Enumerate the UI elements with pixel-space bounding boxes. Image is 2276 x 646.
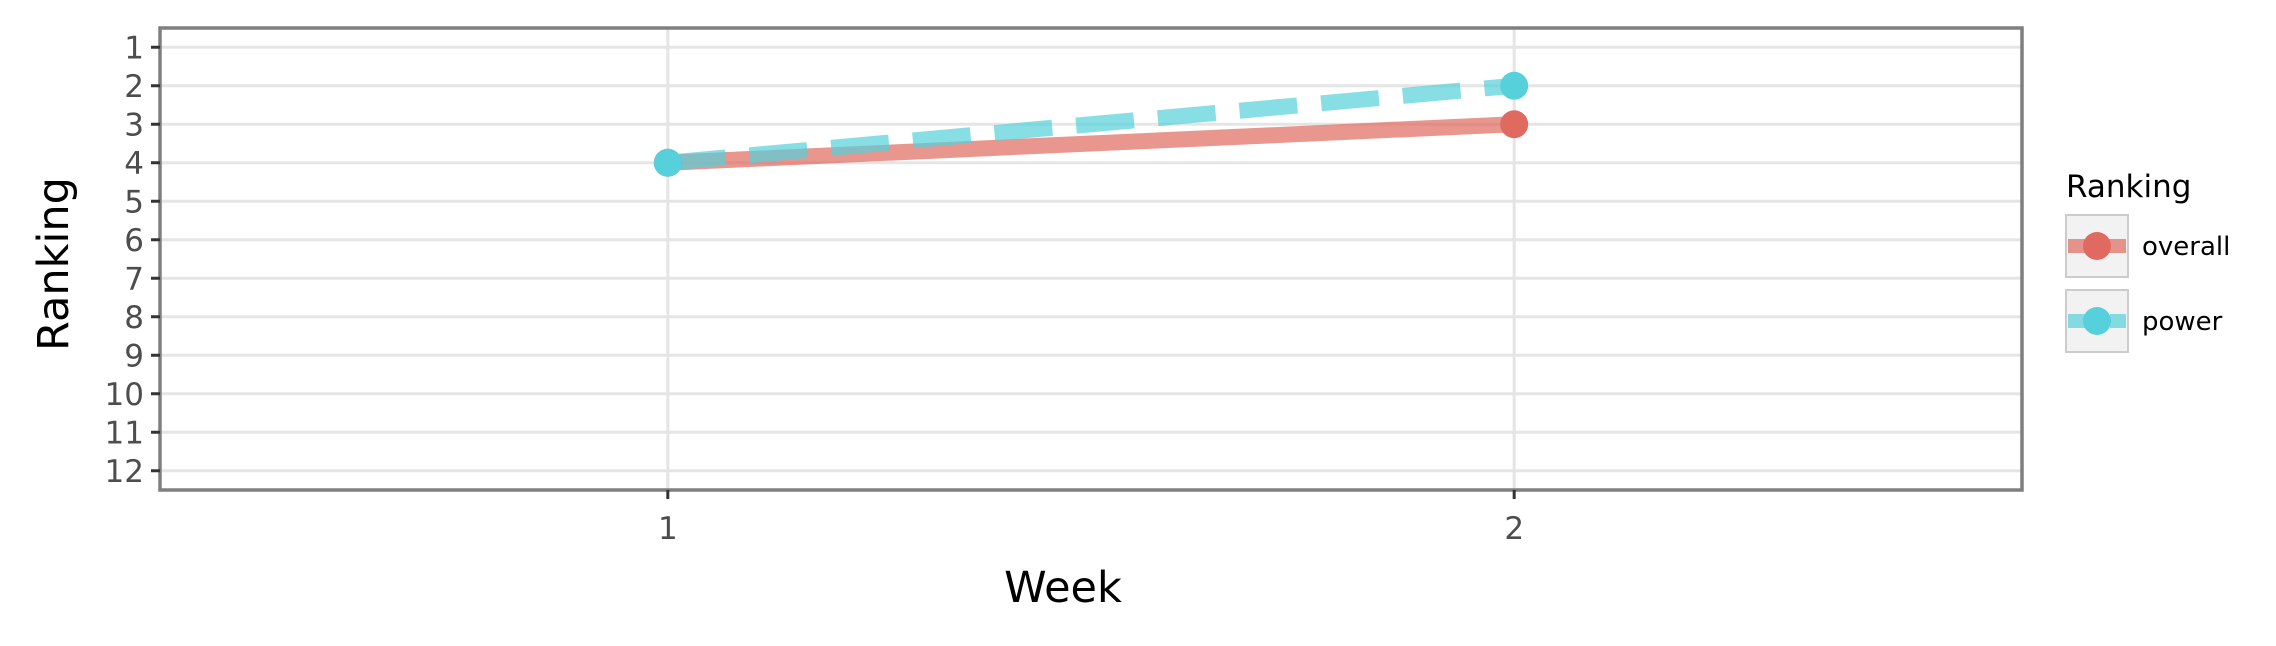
y-tick-label: 7 [124, 261, 144, 297]
x-tick-label: 1 [658, 511, 678, 547]
series-point-overall [1500, 110, 1529, 139]
plot-border [158, 26, 2024, 492]
y-tick-label: 8 [124, 300, 144, 336]
y-tick-label: 1 [124, 30, 144, 66]
legend-label-overall: overall [2142, 232, 2230, 262]
y-tick-label: 5 [124, 184, 144, 220]
y-tick-label: 9 [124, 338, 144, 374]
y-tick-label: 2 [124, 69, 144, 105]
series-line-power [667, 77, 1515, 171]
x-axis-title: Week [1004, 563, 1122, 613]
y-tick-label: 11 [105, 415, 144, 451]
y-tick-label: 12 [105, 454, 144, 490]
y-axis-title: Ranking [29, 177, 79, 351]
legend-label-power: power [2142, 307, 2223, 337]
legend-key-point-power [2083, 307, 2111, 335]
series-layer [653, 71, 1529, 177]
legend-key-point-overall [2083, 232, 2111, 260]
x-tick-label: 2 [1504, 511, 1524, 547]
frame-layer [158, 26, 2024, 492]
y-tick-label: 6 [124, 223, 144, 259]
series-line-overall [667, 116, 1515, 171]
series-point-power [1500, 71, 1529, 100]
plot-panel [160, 28, 2022, 490]
legend-title: Ranking [2066, 169, 2191, 205]
y-tick-label: 4 [124, 146, 144, 182]
grid-layer [160, 28, 2022, 490]
y-tick-label: 3 [124, 107, 144, 143]
legend: Ranking overall power [2065, 169, 2230, 353]
series-point-power [653, 148, 682, 177]
y-tick-label: 10 [105, 377, 144, 413]
